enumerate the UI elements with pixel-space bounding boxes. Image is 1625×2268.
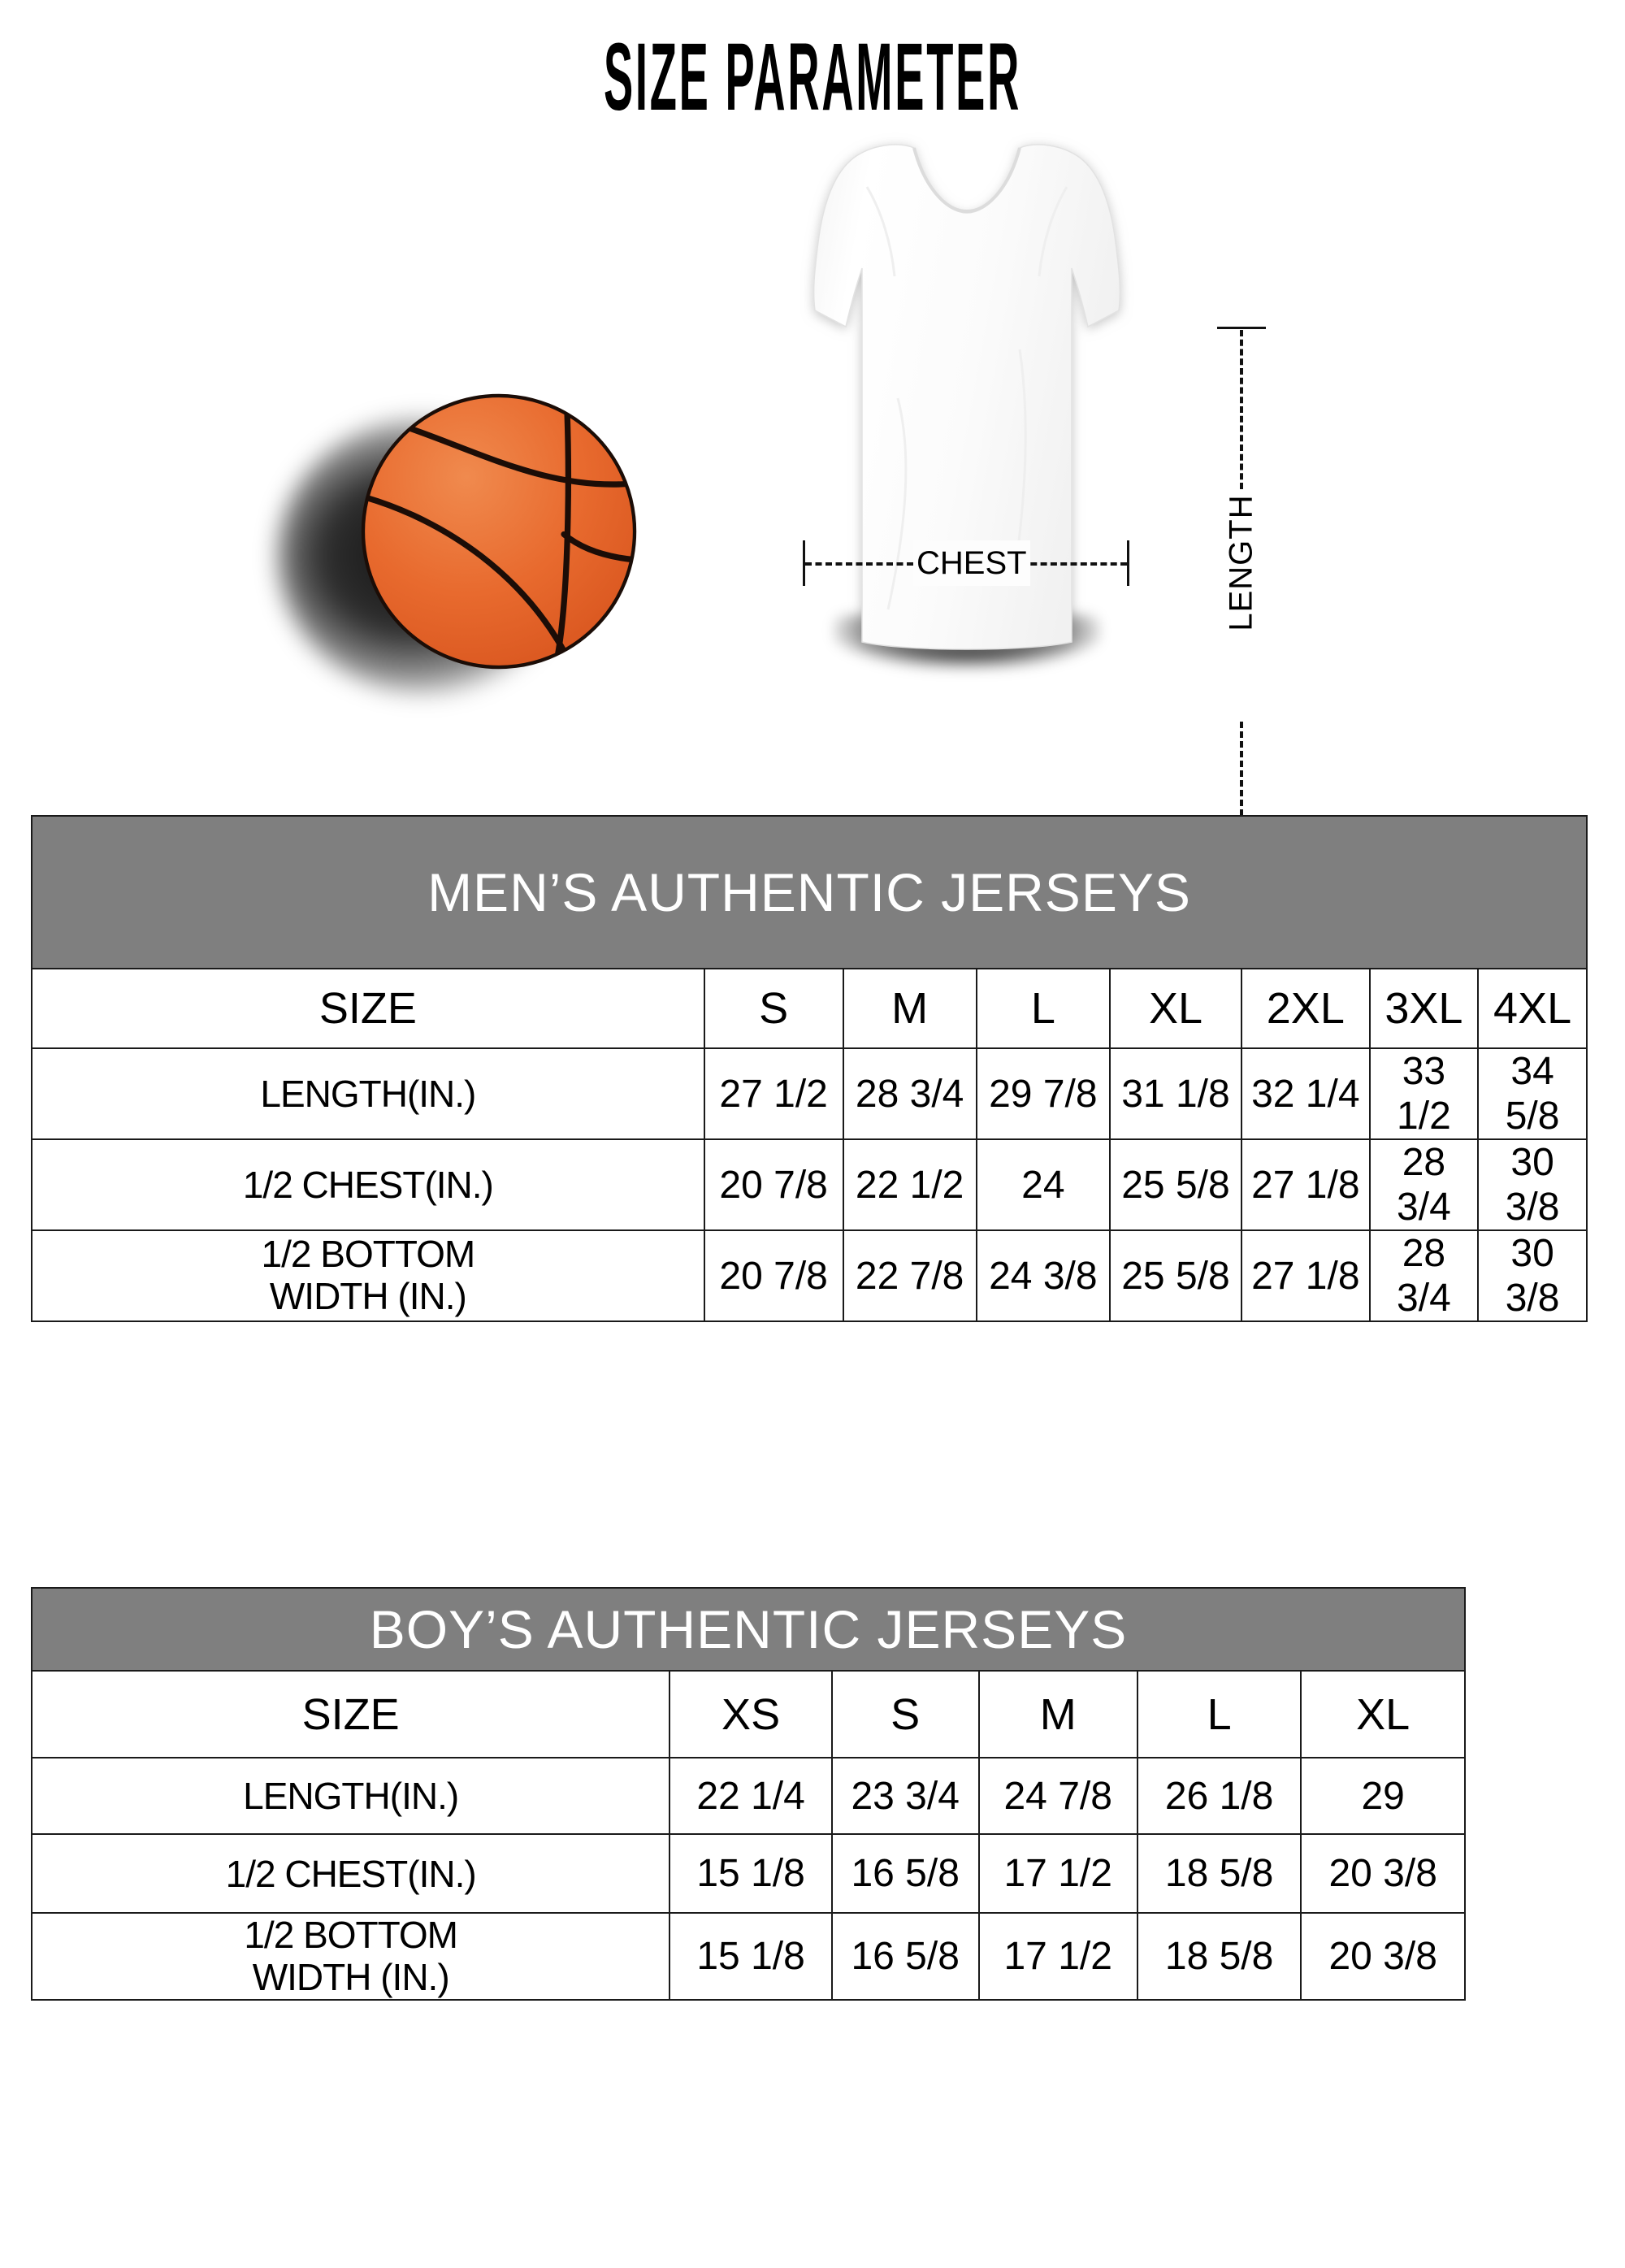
mens-size-2xl: 2XL <box>1240 968 1371 1049</box>
mens-bottom-3xl: 28 3/4 <box>1368 1229 1480 1322</box>
mens-chest-2xl: 27 1/8 <box>1240 1138 1371 1231</box>
mens-size-4xl: 4XL <box>1477 968 1588 1049</box>
mens-bottom-xl: 25 5/8 <box>1108 1229 1242 1322</box>
boys-chest-m: 17 1/2 <box>977 1833 1138 1914</box>
boys-chest-xs: 15 1/8 <box>669 1833 833 1914</box>
mens-length-m: 28 3/4 <box>842 1047 977 1140</box>
mens-bottom-s: 20 7/8 <box>703 1229 844 1322</box>
mens-row-bottom-label-line1: 1/2 BOTTOM <box>261 1233 476 1276</box>
illustration-band: CHEST LENGTH <box>0 144 1625 887</box>
boys-chest-s: 16 5/8 <box>830 1833 980 1914</box>
mens-row-bottom-label-line2: WIDTH (IN.) <box>269 1275 467 1317</box>
table-row: 1/2 BOTTOM WIDTH (IN.) 15 1/8 16 5/8 17 … <box>30 1912 1466 2001</box>
mens-bottom-2xl: 27 1/8 <box>1240 1229 1371 1322</box>
chest-label: CHEST <box>913 540 1030 586</box>
mens-row-chest-label: 1/2 CHEST(IN.) <box>31 1138 705 1231</box>
mens-size-xl: XL <box>1108 968 1242 1049</box>
boys-size-label: SIZE <box>30 1670 671 1758</box>
boys-row-chest-label: 1/2 CHEST(IN.) <box>30 1833 671 1914</box>
length-dash-top <box>1240 330 1243 489</box>
mens-size-3xl: 3XL <box>1368 968 1480 1049</box>
boys-bottom-l: 18 5/8 <box>1136 1912 1302 2001</box>
boys-header-row: SIZE XS S M L XL <box>30 1670 1466 1758</box>
boys-bottom-m: 17 1/2 <box>977 1912 1138 2001</box>
basketball-icon <box>361 393 637 670</box>
mens-bottom-4xl: 30 3/8 <box>1477 1229 1588 1322</box>
table-row: 1/2 CHEST(IN.) 15 1/8 16 5/8 17 1/2 18 5… <box>30 1833 1466 1914</box>
mens-bottom-l: 24 3/8 <box>975 1229 1111 1322</box>
chest-dimension-line: CHEST <box>803 540 1129 586</box>
boys-size-xl: XL <box>1300 1670 1466 1758</box>
boys-banner: BOY’S AUTHENTIC JERSEYS <box>31 1587 1466 1672</box>
boys-length-xl: 29 <box>1300 1757 1466 1835</box>
boys-length-l: 26 1/8 <box>1136 1757 1302 1835</box>
table-row: 1/2 CHEST(IN.) 20 7/8 22 1/2 24 25 5/8 2… <box>31 1138 1588 1231</box>
jersey-illustration <box>812 144 1121 650</box>
mens-size-l: L <box>975 968 1111 1049</box>
mens-chest-3xl: 28 3/4 <box>1368 1138 1480 1231</box>
chest-dash-left <box>805 562 913 566</box>
boys-size-m: M <box>977 1670 1138 1758</box>
mens-size-table: MEN’S AUTHENTIC JERSEYS SIZE S M L XL 2X… <box>31 815 1588 1322</box>
length-dash-bottom <box>1240 722 1243 884</box>
mens-row-length-label: LENGTH(IN.) <box>31 1047 705 1140</box>
boys-length-m: 24 7/8 <box>977 1757 1138 1835</box>
boys-bottom-xl: 20 3/8 <box>1300 1912 1466 2001</box>
mens-chest-m: 22 1/2 <box>842 1138 977 1231</box>
mens-size-m: M <box>842 968 977 1049</box>
mens-length-l: 29 7/8 <box>975 1047 1111 1140</box>
boys-size-xs: XS <box>669 1670 833 1758</box>
boys-banner-row: BOY’S AUTHENTIC JERSEYS <box>31 1587 1466 1672</box>
boys-bottom-xs: 15 1/8 <box>669 1912 833 2001</box>
length-label: LENGTH <box>1223 489 1260 636</box>
boys-size-s: S <box>830 1670 980 1758</box>
mens-bottom-m: 22 7/8 <box>842 1229 977 1322</box>
boys-row-bottom-label-line1: 1/2 BOTTOM <box>244 1913 458 1956</box>
table-row: LENGTH(IN.) 22 1/4 23 3/4 24 7/8 26 1/8 … <box>30 1757 1466 1835</box>
mens-chest-4xl: 30 3/8 <box>1477 1138 1588 1231</box>
mens-length-xl: 31 1/8 <box>1108 1047 1242 1140</box>
page-title: SIZE PARAMETER <box>603 24 1022 131</box>
length-top-cap <box>1217 327 1266 329</box>
boys-chest-l: 18 5/8 <box>1136 1833 1302 1914</box>
mens-header-row: SIZE S M L XL 2XL 3XL 4XL <box>31 968 1588 1049</box>
chest-left-cap <box>803 540 805 586</box>
boys-length-xs: 22 1/4 <box>669 1757 833 1835</box>
boys-row-length-label: LENGTH(IN.) <box>30 1757 671 1835</box>
mens-length-3xl: 33 1/2 <box>1368 1047 1480 1140</box>
mens-length-4xl: 34 5/8 <box>1477 1047 1588 1140</box>
length-dimension-line: LENGTH <box>1217 327 1266 887</box>
basketball-graphic <box>278 390 642 707</box>
boys-size-table: BOY’S AUTHENTIC JERSEYS SIZE XS S M L XL… <box>30 1587 1466 2001</box>
boys-row-bottom-label: 1/2 BOTTOM WIDTH (IN.) <box>30 1912 671 2001</box>
mens-size-label: SIZE <box>31 968 705 1049</box>
boys-chest-xl: 20 3/8 <box>1300 1833 1466 1914</box>
jersey-graphic <box>776 106 1158 748</box>
mens-chest-l: 24 <box>975 1138 1111 1231</box>
chest-dash-right <box>1020 562 1127 566</box>
mens-banner: MEN’S AUTHENTIC JERSEYS <box>31 815 1588 969</box>
mens-chest-s: 20 7/8 <box>703 1138 844 1231</box>
boys-row-bottom-label-line2: WIDTH (IN.) <box>252 1955 450 1998</box>
table-row: 1/2 BOTTOM WIDTH (IN.) 20 7/8 22 7/8 24 … <box>31 1229 1588 1322</box>
table-row: LENGTH(IN.) 27 1/2 28 3/4 29 7/8 31 1/8 … <box>31 1047 1588 1140</box>
boys-bottom-s: 16 5/8 <box>830 1912 980 2001</box>
mens-length-2xl: 32 1/4 <box>1240 1047 1371 1140</box>
boys-size-l: L <box>1136 1670 1302 1758</box>
mens-size-s: S <box>703 968 844 1049</box>
mens-chest-xl: 25 5/8 <box>1108 1138 1242 1231</box>
mens-row-bottom-label: 1/2 BOTTOM WIDTH (IN.) <box>31 1229 705 1322</box>
mens-banner-row: MEN’S AUTHENTIC JERSEYS <box>31 815 1588 969</box>
boys-length-s: 23 3/4 <box>830 1757 980 1835</box>
mens-length-s: 27 1/2 <box>703 1047 844 1140</box>
chest-right-cap <box>1127 540 1129 586</box>
